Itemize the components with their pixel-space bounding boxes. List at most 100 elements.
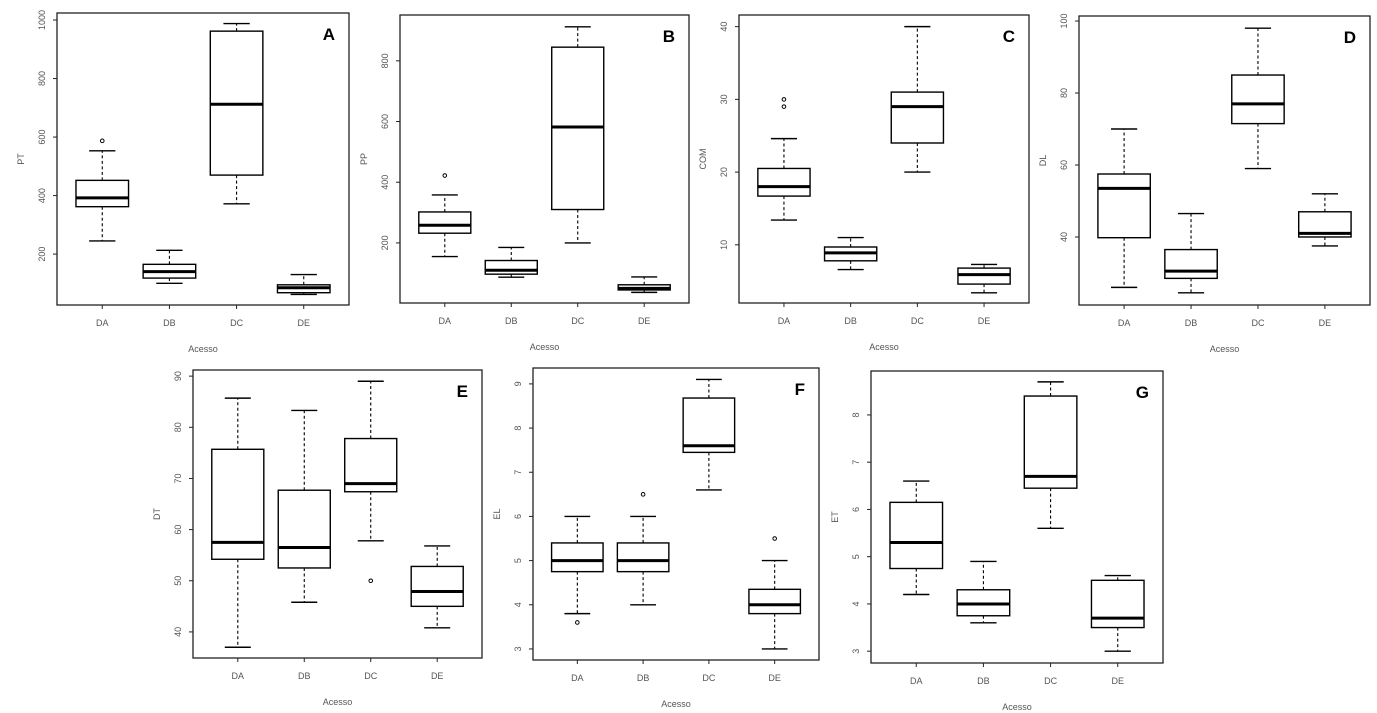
y-tick-label: 80 bbox=[1059, 88, 1069, 98]
iqr-box bbox=[616, 542, 670, 573]
plot-frame bbox=[738, 14, 1030, 304]
x-tick-label: DA bbox=[1118, 318, 1131, 328]
y-tick-label: 40 bbox=[1059, 232, 1069, 242]
iqr-box bbox=[1164, 248, 1218, 280]
box-da bbox=[211, 397, 265, 648]
x-tick-label: DA bbox=[778, 316, 791, 326]
y-tick-label: 3 bbox=[851, 649, 861, 654]
iqr-box bbox=[682, 397, 736, 454]
box-da bbox=[1097, 128, 1151, 289]
plot-frame bbox=[399, 14, 690, 304]
x-axis-title: Acesso bbox=[1210, 344, 1240, 354]
x-tick-label: DC bbox=[230, 318, 243, 328]
x-tick-label: DA bbox=[910, 676, 923, 686]
y-tick-label: 30 bbox=[719, 94, 729, 104]
panel-e: 40 50 60 70 80 90 DT DA DB DC DE Acesso E bbox=[152, 369, 483, 707]
box-de bbox=[1298, 193, 1352, 247]
box-db bbox=[484, 246, 538, 278]
x-tick-label: DB bbox=[844, 316, 857, 326]
y-tick-label: 50 bbox=[173, 576, 183, 586]
y-tick-label: 600 bbox=[380, 114, 390, 129]
panel-letter: B bbox=[663, 27, 675, 46]
box-dc bbox=[209, 22, 264, 205]
outlier-point bbox=[442, 173, 448, 178]
plot-frame bbox=[1078, 15, 1371, 306]
iqr-box bbox=[277, 489, 331, 569]
x-axis-title: Acesso bbox=[530, 342, 560, 352]
box-da bbox=[75, 138, 130, 242]
box-db bbox=[823, 236, 878, 271]
plot-frame bbox=[192, 369, 483, 659]
y-tick-label: 200 bbox=[37, 247, 47, 262]
panel-b: 200 400 600 800 PP DA DB DC DE Acesso B bbox=[359, 14, 690, 352]
x-tick-label: DB bbox=[977, 676, 990, 686]
panel-g: 3 4 5 6 7 8 ET DA DB DC DE Acesso G bbox=[830, 370, 1164, 712]
x-tick-label: DA bbox=[96, 318, 109, 328]
x-tick-label: DE bbox=[638, 316, 651, 326]
box-da bbox=[418, 173, 472, 258]
y-tick-label: 7 bbox=[513, 470, 523, 475]
iqr-box bbox=[1023, 395, 1078, 489]
x-axis-title: Acesso bbox=[661, 699, 691, 709]
y-tick-label: 40 bbox=[719, 22, 729, 32]
outlier-point bbox=[99, 138, 105, 144]
iqr-box bbox=[1097, 173, 1151, 239]
y-tick-label: 800 bbox=[380, 53, 390, 68]
iqr-box bbox=[550, 542, 604, 573]
x-tick-label: DB bbox=[1185, 318, 1198, 328]
iqr-box bbox=[484, 259, 538, 275]
iqr-box bbox=[410, 565, 464, 608]
box-de bbox=[957, 263, 1011, 294]
x-tick-label: DC bbox=[911, 316, 924, 326]
x-tick-label: DE bbox=[297, 318, 310, 328]
y-axis-title: PT bbox=[16, 153, 26, 165]
y-tick-label: 800 bbox=[37, 71, 47, 86]
x-tick-label: DE bbox=[768, 673, 781, 683]
iqr-box bbox=[757, 167, 811, 197]
box-db bbox=[616, 492, 670, 606]
panel-c: 10 20 30 40 COM DA DB DC DE Acesso C bbox=[698, 14, 1030, 352]
y-tick-label: 100 bbox=[1059, 14, 1069, 29]
y-tick-label: 400 bbox=[37, 188, 47, 203]
y-tick-label: 70 bbox=[173, 473, 183, 483]
box-da bbox=[757, 97, 811, 221]
x-axis-title: Acesso bbox=[1002, 702, 1032, 712]
box-dc bbox=[890, 25, 945, 173]
y-tick-label: 5 bbox=[851, 554, 861, 559]
x-axis-title: Acesso bbox=[869, 342, 899, 352]
panel-letter: F bbox=[795, 380, 805, 399]
y-tick-label: 5 bbox=[513, 558, 523, 563]
plot-frame bbox=[870, 370, 1164, 664]
iqr-box bbox=[889, 501, 944, 570]
y-tick-label: 60 bbox=[1059, 160, 1069, 170]
box-dc bbox=[551, 26, 605, 244]
x-tick-label: DE bbox=[1319, 318, 1332, 328]
x-tick-label: DB bbox=[298, 671, 311, 681]
y-tick-label: 8 bbox=[851, 412, 861, 417]
panel-d: 40 60 80 100 DL DA DB DC DE Acesso D bbox=[1038, 14, 1371, 354]
iqr-box bbox=[75, 179, 130, 208]
x-tick-label: DE bbox=[978, 316, 991, 326]
box-db bbox=[1164, 212, 1218, 294]
box-dc bbox=[682, 378, 736, 491]
panel-a: 200 400 600 800 1000 PT DA DB DC DE Acesso A bbox=[16, 10, 350, 354]
iqr-box bbox=[418, 211, 472, 234]
box-dc bbox=[1023, 381, 1078, 530]
x-tick-label: DE bbox=[1111, 676, 1124, 686]
box-db bbox=[956, 560, 1011, 624]
plot-frame bbox=[56, 12, 350, 306]
y-tick-label: 600 bbox=[37, 130, 47, 145]
y-axis-title: DT bbox=[152, 508, 162, 520]
y-tick-label: 10 bbox=[719, 240, 729, 250]
y-axis-title: EL bbox=[492, 508, 502, 519]
box-da bbox=[889, 480, 944, 596]
y-tick-label: 20 bbox=[719, 167, 729, 177]
y-axis-title: COM bbox=[698, 149, 708, 170]
y-tick-label: 3 bbox=[513, 646, 523, 651]
panel-letter: D bbox=[1344, 28, 1356, 47]
y-tick-label: 90 bbox=[173, 371, 183, 381]
x-tick-label: DA bbox=[571, 673, 584, 683]
outlier-point bbox=[781, 104, 787, 109]
x-tick-label: DC bbox=[702, 673, 715, 683]
panel-letter: G bbox=[1136, 383, 1149, 402]
